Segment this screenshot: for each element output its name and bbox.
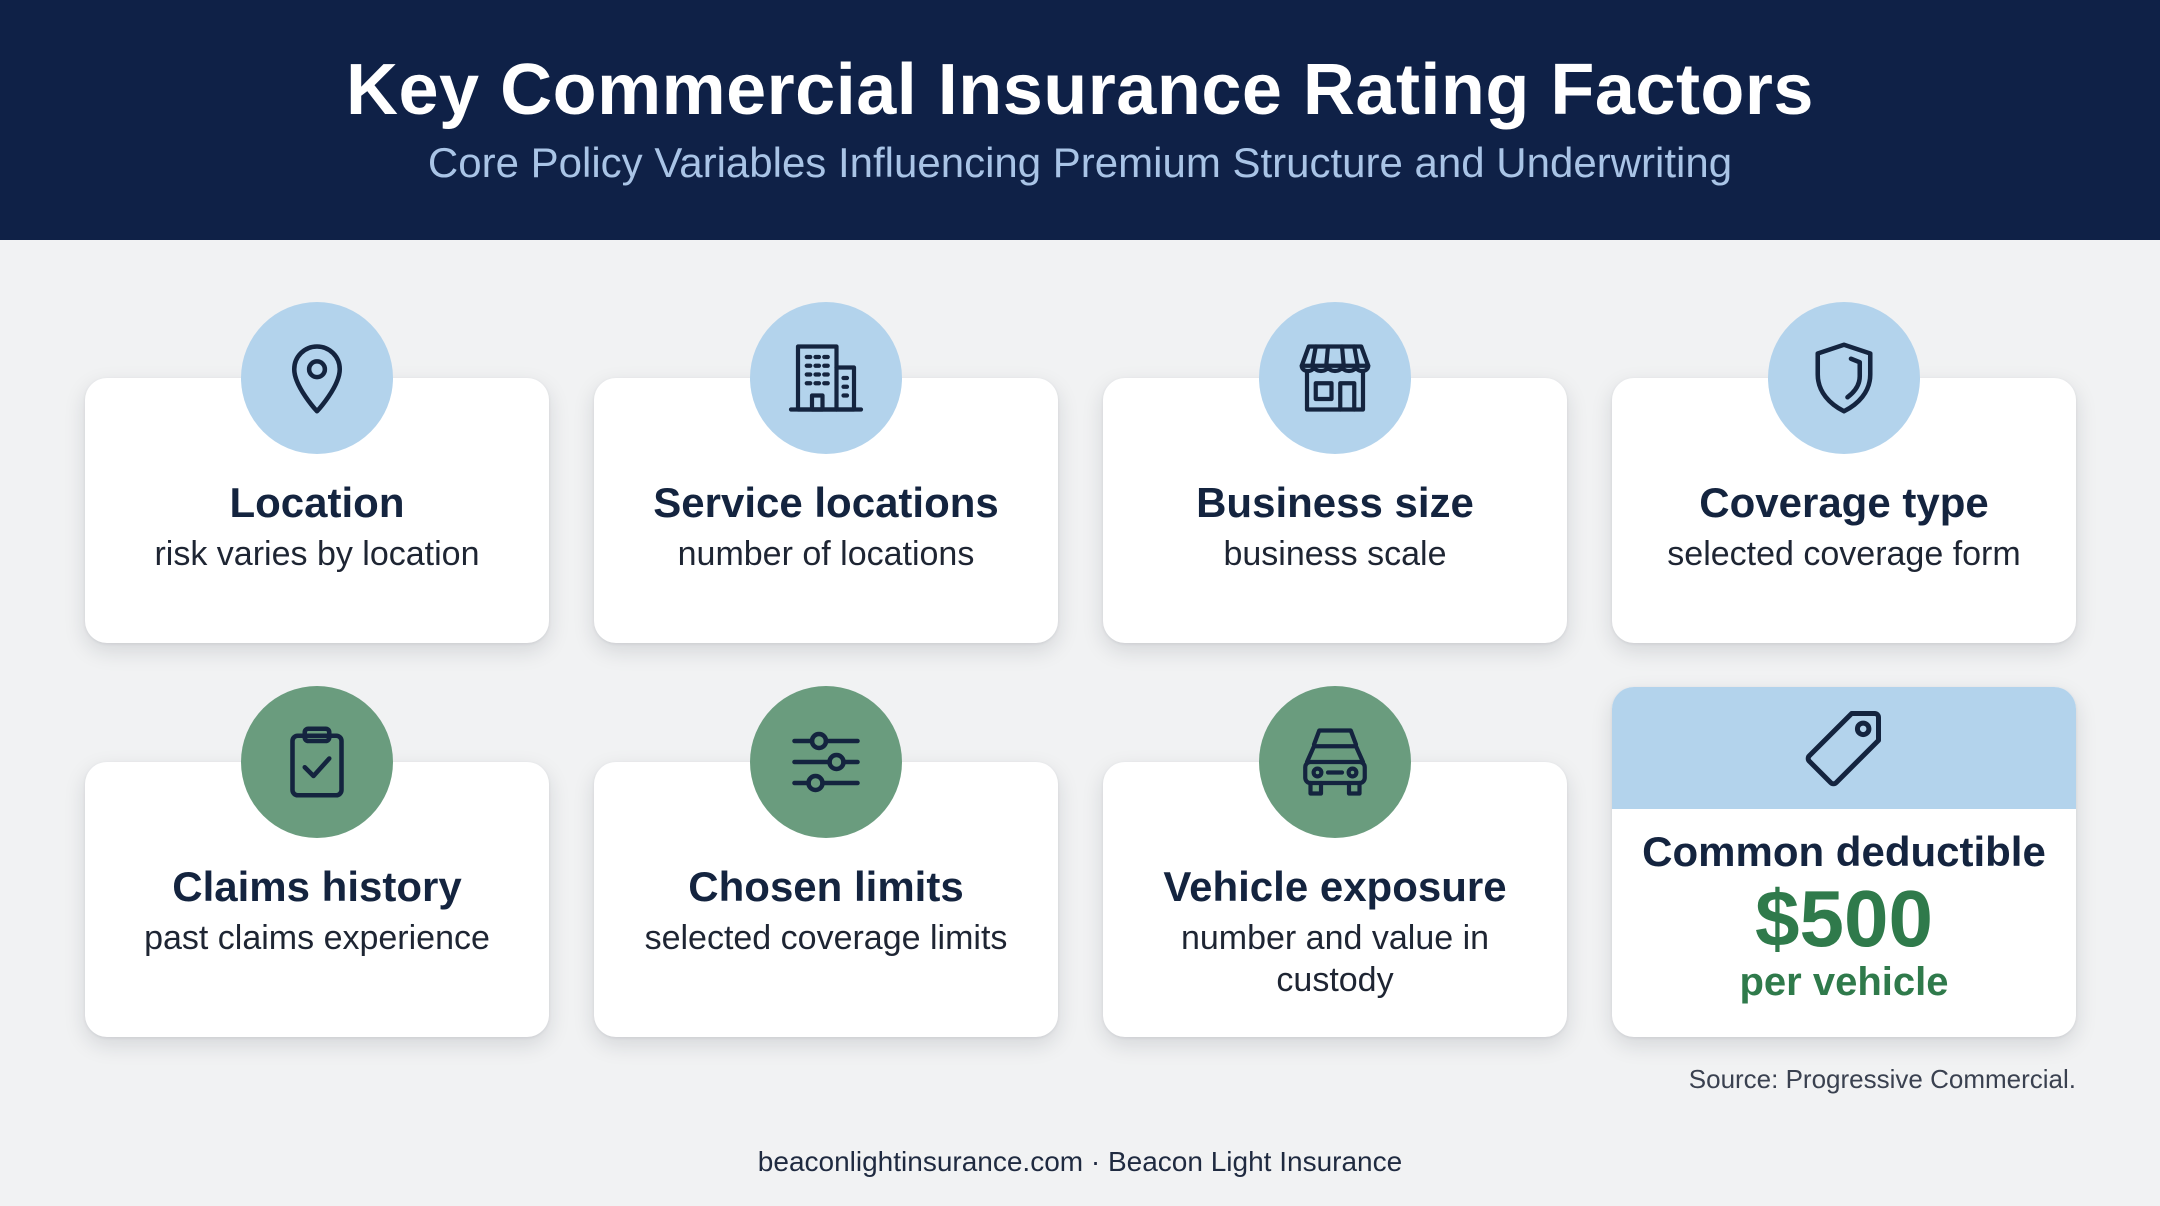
factor-description: number of locations: [677, 535, 975, 573]
building-icon: [750, 302, 902, 454]
deductible-card: Common deductible $500 per vehicle: [1612, 687, 2076, 1037]
shield-icon: [1768, 302, 1920, 454]
factor-description: selected coverage form: [1667, 535, 2021, 573]
factor-description: risk varies by location: [154, 535, 480, 573]
factor-description: past claims experience: [144, 919, 490, 957]
factor-description: number and value in custody: [1180, 919, 1490, 999]
factor-card-vehicle-exposure: Vehicle exposure number and value in cus…: [1103, 762, 1567, 1037]
clipboard-check-icon: [241, 686, 393, 838]
factor-card-business-size: Business size business scale: [1103, 378, 1567, 643]
page-title: Key Commercial Insurance Rating Factors: [346, 50, 1814, 130]
cars-icon: [1259, 686, 1411, 838]
source-note: Source: Progressive Commercial.: [1688, 1064, 2076, 1094]
factor-title: Chosen limits: [688, 863, 964, 910]
footer-attribution: beaconlightinsurance.com · Beacon Light …: [757, 1146, 1403, 1177]
deductible-unit: per vehicle: [1739, 960, 1949, 1004]
factor-title: Vehicle exposure: [1163, 863, 1507, 910]
factor-description: selected coverage limits: [644, 919, 1008, 957]
factor-title: Coverage type: [1699, 479, 1989, 526]
sliders-icon: [750, 686, 902, 838]
factor-title: Claims history: [172, 863, 462, 910]
factor-title: Location: [229, 479, 405, 526]
page-subtitle: Core Policy Variables Influencing Premiu…: [427, 139, 1733, 186]
header-banner: Key Commercial Insurance Rating Factors …: [0, 0, 2160, 240]
factor-description: business scale: [1223, 535, 1447, 573]
map-pin-icon: [241, 302, 393, 454]
storefront-icon: [1259, 302, 1411, 454]
deductible-icon-band: [1612, 687, 2076, 809]
deductible-amount: $500: [1755, 874, 1933, 963]
deductible-label: Common deductible: [1642, 828, 2046, 875]
factor-title: Business size: [1196, 479, 1474, 526]
price-tag-icon: [1805, 711, 1881, 787]
factor-title: Service locations: [653, 479, 999, 526]
